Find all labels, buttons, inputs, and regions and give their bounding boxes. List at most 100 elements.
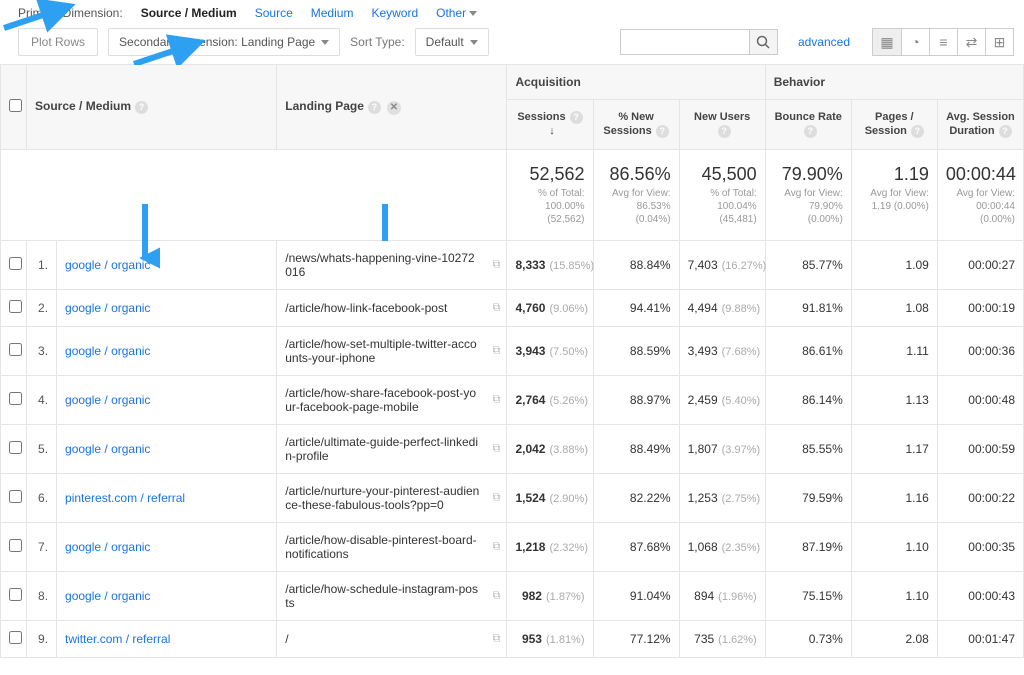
cell-pct-new: 88.84% [593, 240, 679, 289]
cell-pages-session: 1.17 [851, 424, 937, 473]
cell-new-users: 2,459(5.40%) [679, 375, 765, 424]
cell-avg-duration: 00:00:35 [937, 522, 1023, 571]
external-link-icon[interactable]: ⧉ [493, 491, 501, 504]
external-link-icon[interactable]: ⧉ [493, 344, 501, 357]
source-medium-link[interactable]: google / organic [57, 522, 277, 571]
help-icon[interactable]: ? [656, 125, 669, 138]
cell-sessions: 2,764(5.26%) [507, 375, 593, 424]
help-icon[interactable]: ? [718, 125, 731, 138]
advanced-link[interactable]: advanced [798, 35, 850, 49]
cell-pct-new: 88.49% [593, 424, 679, 473]
primary-dim-active[interactable]: Source / Medium [141, 6, 237, 20]
cell-sessions: 982(1.87%) [507, 571, 593, 620]
cell-pages-session: 1.16 [851, 473, 937, 522]
landing-page-cell: /article/nurture-your-pinterest-audience… [277, 473, 507, 522]
view-bars-icon[interactable]: ≡ [929, 29, 957, 55]
dim-link-source[interactable]: Source [255, 6, 293, 20]
source-medium-link[interactable]: google / organic [57, 375, 277, 424]
help-icon[interactable]: ? [911, 125, 924, 138]
remove-dimension-icon[interactable]: ✕ [387, 101, 401, 115]
secondary-dimension-dropdown[interactable]: Secondary dimension: Landing Page [108, 28, 340, 56]
source-medium-link[interactable]: twitter.com / referral [57, 620, 277, 657]
row-checkbox[interactable] [9, 539, 22, 552]
col-header-avg-duration[interactable]: Avg. Session Duration? [937, 100, 1023, 150]
cell-pages-session: 1.10 [851, 522, 937, 571]
row-index: 3. [27, 326, 57, 375]
source-medium-link[interactable]: google / organic [57, 289, 277, 326]
row-checkbox[interactable] [9, 343, 22, 356]
help-icon[interactable]: ? [804, 125, 817, 138]
help-icon[interactable]: ? [135, 101, 148, 114]
col-header-new-users[interactable]: New Users? [679, 100, 765, 150]
plot-rows-button[interactable]: Plot Rows [18, 28, 98, 56]
row-checkbox[interactable] [9, 392, 22, 405]
col-header-bounce[interactable]: Bounce Rate? [765, 100, 851, 150]
help-icon[interactable]: ? [368, 101, 381, 114]
table-row: 1.google / organic/news/whats-happening-… [1, 240, 1024, 289]
external-link-icon[interactable]: ⧉ [493, 540, 501, 553]
external-link-icon[interactable]: ⧉ [493, 301, 501, 314]
dim-link-medium[interactable]: Medium [311, 6, 354, 20]
select-all-checkbox[interactable] [9, 99, 22, 112]
row-checkbox[interactable] [9, 490, 22, 503]
external-link-icon[interactable]: ⧉ [493, 442, 501, 455]
source-medium-link[interactable]: pinterest.com / referral [57, 473, 277, 522]
table-row: 4.google / organic/article/how-share-fac… [1, 375, 1024, 424]
row-checkbox[interactable] [9, 300, 22, 313]
row-checkbox[interactable] [9, 631, 22, 644]
cell-pct-new: 87.68% [593, 522, 679, 571]
external-link-icon[interactable]: ⧉ [493, 393, 501, 406]
col-header-pages-session[interactable]: Pages / Session? [851, 100, 937, 150]
sort-type-dropdown[interactable]: Default [415, 28, 489, 56]
table-row: 3.google / organic/article/how-set-multi… [1, 326, 1024, 375]
dim-link-keyword[interactable]: Keyword [371, 6, 418, 20]
cell-avg-duration: 00:00:48 [937, 375, 1023, 424]
cell-bounce: 75.15% [765, 571, 851, 620]
row-checkbox[interactable] [9, 588, 22, 601]
cell-avg-duration: 00:00:27 [937, 240, 1023, 289]
external-link-icon[interactable]: ⧉ [493, 258, 501, 271]
col-header-pct-new[interactable]: % New Sessions? [593, 100, 679, 150]
dim-link-other[interactable]: Other [436, 6, 477, 20]
view-mode-toggle: ▦ ◔ ≡ ⇄ ⊞ [872, 28, 1014, 56]
source-medium-link[interactable]: google / organic [57, 240, 277, 289]
external-link-icon[interactable]: ⧉ [493, 589, 501, 602]
help-icon[interactable]: ? [570, 111, 583, 124]
view-pivot-icon[interactable]: ⊞ [985, 29, 1013, 55]
cell-sessions: 4,760(9.06%) [507, 289, 593, 326]
source-medium-link[interactable]: google / organic [57, 571, 277, 620]
col-header-source-medium[interactable]: Source / Medium? [27, 65, 277, 150]
table-row: 9.twitter.com / referral/⧉953(1.81%)77.1… [1, 620, 1024, 657]
sort-desc-icon: ↓ [549, 125, 555, 137]
view-pie-icon[interactable]: ◔ [901, 29, 929, 55]
cell-sessions: 1,524(2.90%) [507, 473, 593, 522]
cell-new-users: 1,807(3.97%) [679, 424, 765, 473]
cell-bounce: 86.14% [765, 375, 851, 424]
search-input[interactable] [620, 29, 750, 55]
cell-pages-session: 1.13 [851, 375, 937, 424]
source-medium-link[interactable]: google / organic [57, 424, 277, 473]
landing-page-cell: /⧉ [277, 620, 507, 657]
view-table-icon[interactable]: ▦ [873, 29, 901, 55]
help-icon[interactable]: ? [999, 125, 1012, 138]
source-medium-link[interactable]: google / organic [57, 326, 277, 375]
summary-pages-session: 1.19Avg for View: 1.19 (0.00%) [851, 149, 937, 240]
cell-avg-duration: 00:00:22 [937, 473, 1023, 522]
col-header-sessions[interactable]: Sessions?↓ [507, 100, 593, 150]
landing-page-cell: /article/how-share-facebook-post-your-fa… [277, 375, 507, 424]
table-row: 5.google / organic/article/ultimate-guid… [1, 424, 1024, 473]
col-header-landing-page[interactable]: Landing Page?✕ [277, 65, 507, 150]
cell-avg-duration: 00:00:19 [937, 289, 1023, 326]
row-checkbox[interactable] [9, 257, 22, 270]
primary-dimension-bar: Primary Dimension: Source / Medium Sourc… [0, 0, 1024, 24]
summary-avg-duration: 00:00:44Avg for View: 00:00:44 (0.00%) [937, 149, 1023, 240]
row-checkbox[interactable] [9, 441, 22, 454]
view-compare-icon[interactable]: ⇄ [957, 29, 985, 55]
external-link-icon[interactable]: ⧉ [493, 632, 501, 645]
landing-page-cell: /article/how-disable-pinterest-board-not… [277, 522, 507, 571]
cell-pages-session: 2.08 [851, 620, 937, 657]
col-group-acquisition: Acquisition [507, 65, 765, 100]
cell-pages-session: 1.08 [851, 289, 937, 326]
search-button[interactable] [750, 29, 778, 55]
cell-sessions: 2,042(3.88%) [507, 424, 593, 473]
